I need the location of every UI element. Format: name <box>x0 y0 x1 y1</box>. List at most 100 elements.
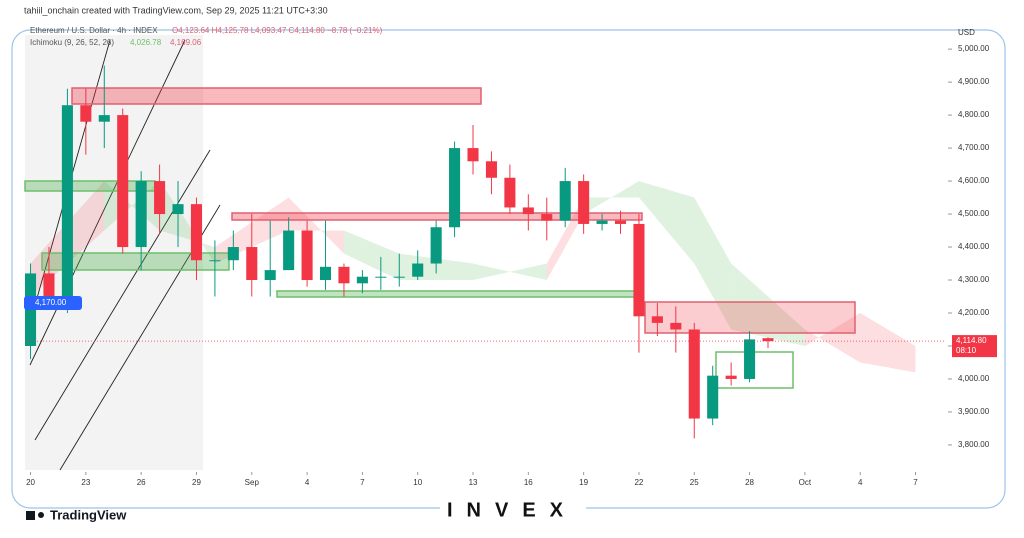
x-tick-label: 19 <box>579 478 588 487</box>
x-tick-label: 22 <box>634 478 643 487</box>
x-tick-label: 16 <box>524 478 533 487</box>
watermark: INVEX <box>447 499 577 521</box>
indicator-name: Ichimoku (9, 26, 52, 26) <box>30 38 114 47</box>
candle-body <box>80 105 92 122</box>
y-tick-label: 4,600.00 <box>958 176 990 185</box>
logo-mark <box>26 511 35 520</box>
support-zone <box>276 290 637 298</box>
y-tick-label: 4,200.00 <box>958 308 990 317</box>
candle-body <box>227 247 239 261</box>
candle-body <box>670 322 682 330</box>
logo-mark <box>38 512 44 518</box>
candle-body <box>135 181 147 248</box>
brand: TradingView <box>50 507 127 522</box>
candle-body <box>485 161 497 178</box>
indicator-value: 4,026.78 <box>130 38 162 47</box>
y-tick-label: 4,900.00 <box>958 77 990 86</box>
candle-body <box>319 266 332 281</box>
candle-body <box>614 220 627 224</box>
cloud-segment <box>343 230 400 281</box>
candle-body <box>154 181 166 215</box>
brand-logo: TradingView <box>26 507 127 522</box>
ohlc-legend: O4,123.64 H4,125.78 L4,093.47 C4,114.80 … <box>172 26 383 35</box>
cloud-segment <box>860 312 916 373</box>
level-badge <box>24 296 82 310</box>
channel-line <box>34 149 211 441</box>
candle-body <box>356 276 368 284</box>
cloud-segment <box>804 312 861 363</box>
candle-body <box>596 220 608 224</box>
cloud-segment <box>546 197 584 281</box>
candle-body <box>43 273 55 297</box>
resistance-zone <box>71 87 482 105</box>
candle-body <box>725 375 737 379</box>
x-tick-label: 7 <box>913 478 918 487</box>
candle-body <box>707 375 719 419</box>
x-tick-label: 4 <box>858 478 863 487</box>
cloud-segment <box>288 197 344 254</box>
candle-body <box>541 214 553 221</box>
x-tick-label: 13 <box>469 478 478 487</box>
candle-body <box>264 270 276 281</box>
cloud-segment <box>731 263 805 346</box>
y-tick-label: 4,400.00 <box>958 242 990 251</box>
candle-body <box>633 223 645 317</box>
candle-body <box>412 263 424 277</box>
y-tick-label: 4,500.00 <box>958 209 990 218</box>
y-tick-label: 3,800.00 <box>958 440 990 449</box>
y-tick-label: 4,800.00 <box>958 110 990 119</box>
y-tick-label: 4,300.00 <box>958 275 990 284</box>
candle-body <box>209 260 221 262</box>
x-tick-label: Sep <box>245 478 260 487</box>
candle-body <box>467 148 479 162</box>
level-label: 4,170.00 <box>35 298 67 307</box>
candle-body <box>98 115 110 122</box>
x-tick-label: Oct <box>799 478 812 487</box>
y-tick-label: 5,000.00 <box>958 44 990 53</box>
candles <box>25 65 774 439</box>
x-tick-label: 28 <box>745 478 754 487</box>
indicator-value: 4,169.06 <box>170 38 202 47</box>
x-tick-label: 26 <box>137 478 146 487</box>
cloud-segment <box>159 181 215 264</box>
candle-body <box>449 148 461 228</box>
candle-body <box>393 276 405 278</box>
x-tick-label: 29 <box>192 478 201 487</box>
last-price-label: 4,114.80 <box>956 336 987 345</box>
candle-body <box>301 230 313 281</box>
candle-body <box>522 207 534 215</box>
cloud-segment <box>583 181 639 215</box>
currency: USD <box>958 28 975 37</box>
candle-body <box>744 339 756 379</box>
candle-body <box>688 329 700 419</box>
candle-body <box>283 230 295 271</box>
candle-body <box>504 177 516 208</box>
x-tick-label: 23 <box>81 478 90 487</box>
candle-body <box>559 181 571 221</box>
x-tick-label: 4 <box>305 478 310 487</box>
watermark-bg <box>440 496 586 526</box>
candle-body <box>172 204 184 215</box>
candle-body <box>117 115 129 248</box>
last-price-badge <box>952 335 997 358</box>
cloud-segment <box>694 197 732 330</box>
candle-body <box>651 316 663 323</box>
candle-body <box>375 276 387 278</box>
candle-body <box>578 181 590 224</box>
candle-body <box>246 247 258 281</box>
candle-body <box>762 338 774 342</box>
y-tick-label: 4,000.00 <box>958 374 990 383</box>
cloud-segment <box>473 263 547 281</box>
candle-body <box>338 266 350 284</box>
y-tick-label: 4,700.00 <box>958 143 990 152</box>
candle-body <box>61 105 73 297</box>
x-tick-label: 20 <box>26 478 35 487</box>
x-tick-label: 10 <box>413 478 422 487</box>
x-tick-label: 7 <box>360 478 365 487</box>
axes: 3,800.003,900.004,000.004,100.004,200.00… <box>25 44 997 487</box>
channel-line <box>29 39 186 366</box>
candle-body <box>430 227 442 264</box>
attribution: tahiil_onchain created with TradingView.… <box>24 5 328 15</box>
